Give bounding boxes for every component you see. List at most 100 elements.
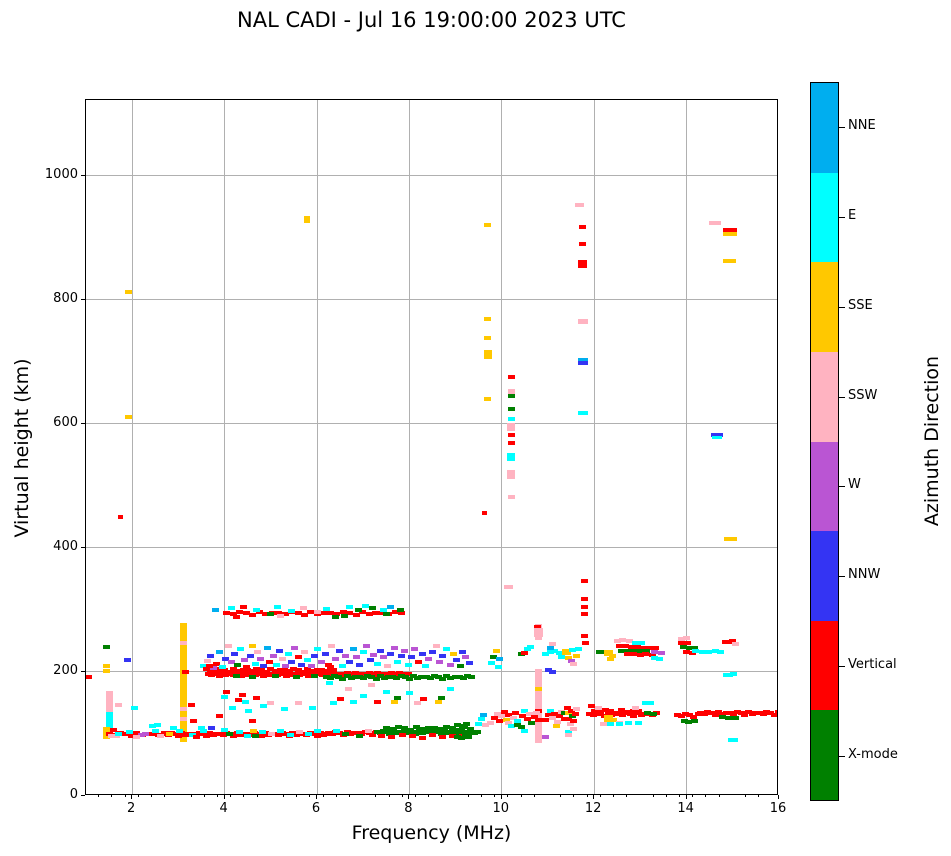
data-point <box>338 664 346 669</box>
data-point <box>389 674 397 679</box>
data-point <box>631 648 639 653</box>
x-gridline <box>316 100 318 794</box>
data-point <box>174 733 182 738</box>
data-point <box>288 608 296 613</box>
data-point <box>125 290 132 295</box>
x-tick-label: 4 <box>219 801 228 816</box>
data-point <box>262 612 270 617</box>
data-point <box>505 713 513 718</box>
x-minor-tick <box>560 795 562 797</box>
colorbar-segment-v <box>811 620 838 711</box>
data-point <box>175 729 183 734</box>
data-point <box>382 689 390 694</box>
data-point <box>393 673 401 678</box>
x-minor-tick <box>296 795 298 797</box>
y-tick-label: 400 <box>53 538 78 554</box>
data-point <box>609 653 617 658</box>
data-point <box>281 667 289 672</box>
data-point <box>344 687 352 692</box>
data-point <box>314 728 322 733</box>
data-point <box>568 714 576 719</box>
data-point <box>607 708 615 713</box>
data-point <box>351 674 359 679</box>
data-point <box>679 644 687 649</box>
x-minor-tick <box>230 795 232 797</box>
data-point <box>307 664 315 669</box>
x-minor-tick <box>494 795 496 797</box>
data-point <box>580 597 588 602</box>
data-point <box>579 224 587 229</box>
colorbar-label: NNW <box>848 567 881 583</box>
data-point <box>567 708 575 713</box>
data-point <box>365 612 373 617</box>
data-point <box>149 731 157 736</box>
data-point <box>528 720 536 725</box>
data-point <box>410 673 418 678</box>
data-point <box>590 708 598 713</box>
y-major-tick <box>81 794 85 796</box>
data-point <box>373 661 381 666</box>
data-point <box>552 724 560 729</box>
data-point <box>211 607 219 612</box>
data-point <box>216 673 224 678</box>
data-point <box>719 714 727 719</box>
data-point <box>258 733 266 738</box>
page-title: NAL CADI - Jul 16 19:00:00 2023 UTC <box>237 8 626 32</box>
data-point <box>688 651 696 656</box>
data-point <box>339 610 347 615</box>
data-point <box>318 672 326 677</box>
data-point <box>376 730 384 735</box>
data-point <box>267 612 275 617</box>
data-point <box>414 700 422 705</box>
colorbar-tick <box>839 756 845 758</box>
data-point <box>619 638 627 643</box>
data-point <box>326 675 334 680</box>
x-gridline <box>501 100 503 794</box>
data-point <box>574 647 582 652</box>
data-point <box>103 644 111 649</box>
data-point <box>290 666 298 671</box>
x-minor-tick <box>745 795 746 797</box>
x-minor-tick <box>111 795 113 797</box>
data-point <box>396 607 404 612</box>
data-point <box>526 644 534 649</box>
data-point <box>514 719 522 724</box>
data-point <box>461 733 469 738</box>
y-gridline <box>86 299 777 301</box>
data-point <box>507 417 515 422</box>
data-point <box>422 674 430 679</box>
data-point <box>114 732 122 737</box>
data-point <box>380 655 388 660</box>
data-point <box>149 724 157 729</box>
data-point <box>207 672 215 677</box>
data-point <box>365 729 373 734</box>
data-point <box>677 636 685 641</box>
data-point <box>386 731 394 736</box>
y-major-tick <box>81 546 85 548</box>
data-point <box>329 700 337 705</box>
data-point <box>124 657 132 662</box>
data-point <box>770 713 777 718</box>
data-point <box>673 713 681 718</box>
data-point <box>378 733 386 738</box>
data-point <box>430 726 438 731</box>
data-point <box>103 669 111 674</box>
x-major-tick <box>131 795 133 799</box>
data-point <box>350 731 358 736</box>
data-point <box>313 667 321 672</box>
data-point <box>253 607 261 612</box>
data-point <box>286 732 294 737</box>
data-point <box>553 719 561 724</box>
data-point <box>397 673 405 678</box>
data-point <box>507 423 516 432</box>
data-point <box>447 687 455 692</box>
x-tick-label: 8 <box>404 801 413 816</box>
data-point <box>530 714 538 719</box>
data-point <box>209 665 217 670</box>
data-point <box>468 674 476 679</box>
data-point <box>730 672 738 677</box>
data-point <box>253 666 261 671</box>
x-minor-tick <box>652 795 654 797</box>
data-point <box>368 606 376 611</box>
data-point <box>216 713 224 718</box>
